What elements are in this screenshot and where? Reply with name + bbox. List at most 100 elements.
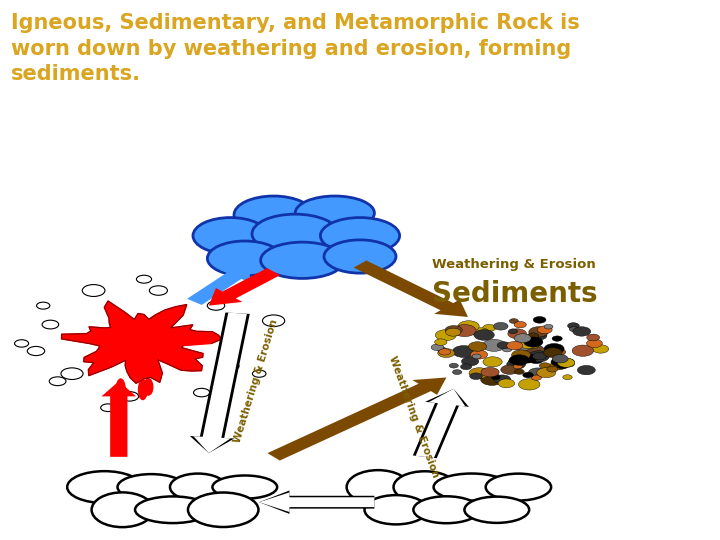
Circle shape: [563, 375, 572, 380]
Circle shape: [528, 342, 539, 348]
Circle shape: [27, 347, 45, 355]
FancyArrow shape: [413, 389, 469, 458]
Ellipse shape: [207, 241, 282, 276]
Circle shape: [37, 302, 50, 309]
Ellipse shape: [170, 474, 226, 501]
Text: Igneous, Sedimentary, and Metamorphic Rock is
worn down by weathering and erosio: Igneous, Sedimentary, and Metamorphic Ro…: [11, 13, 580, 84]
Circle shape: [482, 339, 505, 352]
Ellipse shape: [138, 380, 147, 400]
Ellipse shape: [117, 381, 125, 399]
Ellipse shape: [413, 496, 480, 523]
Circle shape: [507, 341, 523, 350]
Ellipse shape: [212, 476, 277, 498]
Circle shape: [498, 379, 515, 388]
Circle shape: [461, 364, 472, 370]
Circle shape: [513, 364, 522, 369]
Circle shape: [514, 334, 531, 343]
Ellipse shape: [324, 240, 396, 273]
Circle shape: [587, 339, 603, 348]
Circle shape: [523, 337, 543, 347]
Text: Sediments: Sediments: [432, 280, 598, 308]
Circle shape: [452, 370, 462, 375]
Circle shape: [436, 329, 456, 341]
FancyArrow shape: [190, 313, 250, 453]
Circle shape: [517, 338, 538, 348]
Circle shape: [14, 340, 29, 347]
Circle shape: [438, 349, 454, 357]
Circle shape: [544, 325, 553, 329]
Circle shape: [528, 368, 547, 377]
Circle shape: [508, 329, 518, 334]
Circle shape: [472, 328, 489, 337]
Circle shape: [570, 327, 579, 332]
Circle shape: [577, 366, 595, 375]
Circle shape: [253, 370, 266, 377]
Circle shape: [470, 350, 487, 359]
FancyArrow shape: [415, 389, 465, 458]
Ellipse shape: [394, 471, 456, 503]
Circle shape: [593, 345, 608, 353]
Circle shape: [500, 365, 518, 374]
Circle shape: [509, 319, 518, 323]
Circle shape: [474, 329, 495, 340]
Circle shape: [101, 404, 115, 411]
Circle shape: [508, 357, 526, 367]
Circle shape: [537, 326, 552, 334]
Circle shape: [536, 368, 556, 377]
Text: Weathering & Erosion: Weathering & Erosion: [432, 258, 595, 271]
Ellipse shape: [188, 492, 258, 527]
Circle shape: [514, 321, 526, 328]
Circle shape: [431, 344, 444, 350]
Circle shape: [136, 275, 152, 283]
FancyArrow shape: [209, 268, 280, 306]
Circle shape: [230, 332, 245, 340]
Circle shape: [194, 388, 210, 397]
Circle shape: [435, 339, 447, 346]
Ellipse shape: [295, 196, 374, 230]
Text: Weathering & Erosion: Weathering & Erosion: [232, 318, 279, 444]
FancyArrow shape: [194, 313, 247, 453]
Circle shape: [462, 357, 479, 366]
Circle shape: [551, 357, 567, 366]
Circle shape: [529, 356, 543, 363]
Circle shape: [494, 375, 510, 384]
Circle shape: [550, 361, 567, 370]
Circle shape: [507, 360, 526, 369]
Circle shape: [552, 355, 568, 363]
Ellipse shape: [234, 196, 313, 234]
Circle shape: [557, 358, 575, 367]
Circle shape: [528, 327, 549, 337]
Polygon shape: [61, 301, 222, 383]
Circle shape: [552, 336, 562, 341]
Circle shape: [472, 354, 481, 359]
Circle shape: [556, 358, 571, 366]
Ellipse shape: [464, 497, 529, 523]
Ellipse shape: [320, 218, 400, 254]
Circle shape: [573, 327, 590, 336]
Circle shape: [539, 363, 551, 369]
Circle shape: [587, 334, 600, 341]
FancyArrow shape: [259, 492, 374, 512]
FancyArrow shape: [267, 377, 446, 461]
Circle shape: [567, 323, 580, 329]
Ellipse shape: [252, 214, 338, 253]
Ellipse shape: [261, 242, 344, 279]
Circle shape: [483, 357, 502, 367]
Circle shape: [481, 367, 499, 377]
Circle shape: [437, 347, 446, 352]
Circle shape: [563, 361, 575, 367]
Ellipse shape: [117, 379, 125, 400]
Circle shape: [513, 340, 533, 350]
Circle shape: [452, 346, 475, 357]
Circle shape: [446, 328, 461, 336]
Circle shape: [503, 347, 512, 352]
Circle shape: [523, 372, 534, 378]
Circle shape: [531, 375, 541, 380]
Ellipse shape: [364, 495, 428, 524]
Ellipse shape: [117, 474, 185, 500]
Ellipse shape: [144, 379, 153, 395]
FancyArrow shape: [187, 264, 252, 305]
Circle shape: [557, 362, 569, 369]
Circle shape: [509, 355, 529, 365]
Text: Weathering & Erosion: Weathering & Erosion: [387, 355, 441, 480]
